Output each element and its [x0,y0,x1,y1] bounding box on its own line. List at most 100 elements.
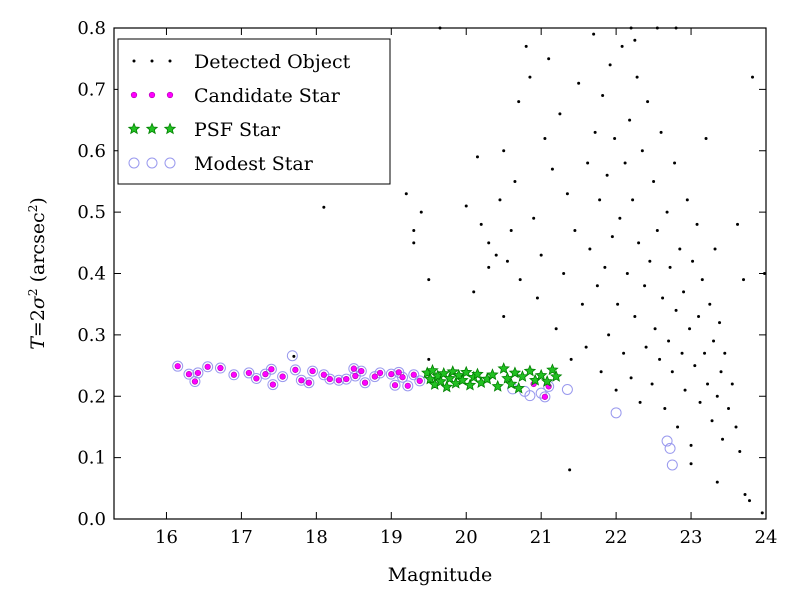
data-point [412,229,416,233]
data-point [760,511,764,515]
data-point [644,345,648,349]
data-point [546,363,559,376]
legend-marker [132,59,136,63]
data-point [695,222,699,226]
data-point [689,443,693,447]
data-point [625,272,629,275]
x-tick-label: 21 [530,527,553,548]
data-point [539,391,551,403]
data-point [404,192,408,196]
data-point [691,259,695,263]
data-point [464,204,468,208]
data-point [547,57,551,61]
legend-item: Modest Star [128,153,314,175]
data-point [343,375,350,383]
data-point [388,371,395,378]
data-point [661,435,673,447]
data-point [569,357,573,361]
data-point [322,205,326,209]
data-point [592,32,596,36]
data-point [577,81,581,85]
data-point [655,229,659,233]
data-point [228,369,240,381]
y-label-eq: =2 [27,309,49,337]
data-point [723,351,727,355]
data-point [666,459,678,471]
data-point [599,370,603,374]
legend-marker [128,157,140,169]
data-point [588,247,592,251]
data-point [404,382,411,389]
data-point [214,362,226,374]
data-point [426,363,439,376]
data-point [534,368,548,381]
data-point [361,379,369,386]
data-point [424,372,437,385]
data-point [402,380,414,392]
legend-label: Detected Object [194,51,351,73]
data-point [174,363,181,370]
data-point [268,366,275,373]
data-point [610,235,614,239]
data-point [502,314,506,318]
legend-marker [166,91,174,99]
data-point [650,382,654,386]
data-point [324,373,336,385]
data-point [355,365,367,377]
data-point [253,375,260,382]
data-point [706,382,710,386]
data-point [643,284,647,288]
data-point [663,407,667,411]
axis-ticks: 16 17 18 19 20 21 22 23 24 0.0 0.1 0.2 0.3 0.4 0.5 0.6 0… [77,18,777,548]
data-point [427,357,431,361]
data-point [689,462,693,466]
data-point [376,369,384,377]
data-point [486,368,499,381]
data-point [638,400,642,404]
data-point [516,370,529,382]
legend-item: Candidate Star [130,85,341,107]
data-point [320,371,327,378]
legend-label: Modest Star [194,153,314,175]
data-point [631,198,635,202]
data-point [607,333,611,337]
data-point [397,371,409,383]
data-point [703,351,707,355]
data-point [629,376,633,380]
data-point [637,241,641,245]
data-point [434,374,447,387]
data-point [292,366,299,373]
data-point [539,253,543,257]
data-point [561,383,573,395]
data-point [277,371,289,383]
data-point [685,198,689,202]
data-point [262,371,269,378]
data-point [298,377,305,384]
data-point [463,378,477,391]
data-point [309,367,316,375]
data-point [680,351,684,355]
data-point [192,367,204,379]
data-point [748,499,752,503]
data-point [250,372,262,384]
x-tick-label: 22 [605,527,628,548]
data-point [494,253,498,257]
x-tick-label: 24 [755,527,778,548]
data-point [584,345,588,349]
data-point [509,229,513,233]
x-tick-label: 17 [230,527,253,548]
data-point [443,371,456,384]
data-point [633,38,637,42]
legend-marker [163,122,177,135]
data-point [440,380,453,393]
data-point [286,350,298,362]
data-point [359,377,371,389]
data-point [715,480,719,484]
data-point [541,393,549,400]
data-point [608,63,612,67]
data-point [742,278,746,282]
data-point [408,369,420,381]
data-point [652,179,656,183]
data-point [513,179,517,183]
data-point [491,379,504,392]
